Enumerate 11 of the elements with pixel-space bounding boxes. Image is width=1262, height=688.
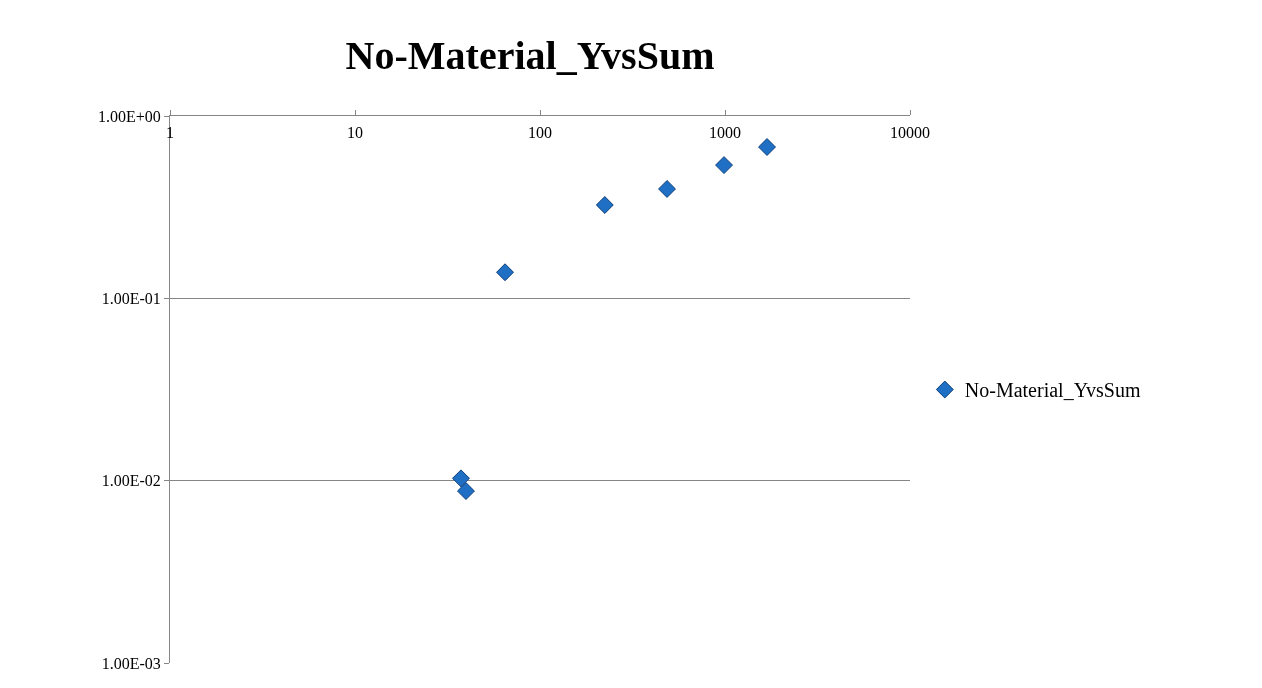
y-tick-label: 1.00E-03 — [101, 654, 161, 672]
y-tick-label: 1.00E-01 — [101, 289, 161, 307]
y-tick-label: 1.00E+00 — [98, 107, 161, 125]
legend-label: No-Material_YvsSum — [964, 379, 1141, 402]
x-tick-label: 10 — [347, 124, 363, 141]
x-tick-label: 100 — [528, 124, 552, 141]
x-tick-label: 10000 — [890, 124, 930, 141]
x-tick-label: 1000 — [709, 124, 741, 141]
y-tick-label: 1.00E-02 — [101, 472, 161, 490]
chart-title: No-Material_YvsSum — [345, 33, 715, 79]
x-tick-label: 1 — [166, 124, 174, 141]
